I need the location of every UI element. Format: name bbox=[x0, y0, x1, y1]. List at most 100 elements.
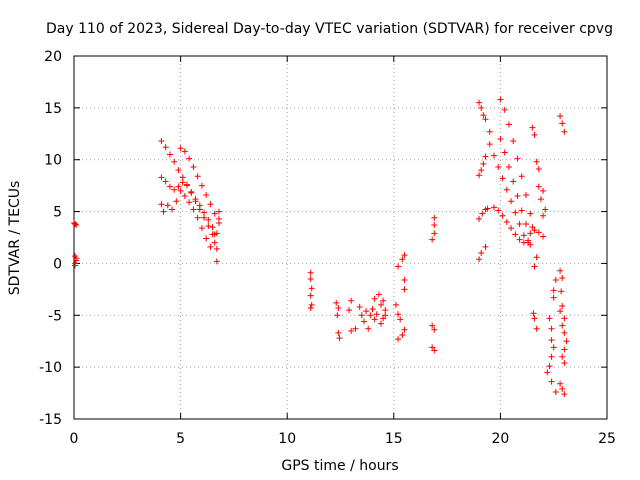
data-point bbox=[158, 174, 165, 181]
data-point bbox=[503, 186, 510, 193]
data-point bbox=[550, 294, 557, 301]
data-point bbox=[557, 113, 564, 120]
y-axis-label: SDTVAR / TECUs bbox=[7, 181, 23, 296]
data-point bbox=[371, 295, 378, 302]
data-point bbox=[356, 303, 363, 310]
series-early bbox=[71, 219, 80, 269]
data-point bbox=[561, 329, 568, 336]
data-point bbox=[164, 202, 171, 209]
data-point bbox=[431, 214, 438, 221]
data-point bbox=[160, 208, 167, 215]
y-tick-label: -15 bbox=[39, 412, 62, 428]
data-point bbox=[373, 311, 380, 318]
series-late-5 bbox=[497, 135, 534, 237]
data-point bbox=[431, 222, 438, 229]
data-point bbox=[563, 338, 570, 345]
y-tick-label: -5 bbox=[48, 308, 62, 324]
data-point bbox=[478, 167, 485, 174]
data-point bbox=[429, 322, 436, 329]
data-point bbox=[558, 288, 565, 295]
x-axis-label: GPS time / hours bbox=[281, 458, 398, 474]
data-point bbox=[395, 311, 402, 318]
gridlines bbox=[74, 56, 607, 419]
data-point bbox=[382, 307, 389, 314]
data-point bbox=[307, 305, 314, 312]
x-tick-label: 5 bbox=[176, 431, 185, 447]
data-point bbox=[531, 263, 538, 270]
data-point bbox=[559, 353, 566, 360]
data-point bbox=[527, 210, 534, 217]
data-point bbox=[401, 252, 408, 259]
data-point bbox=[346, 307, 353, 314]
x-tick-label: 25 bbox=[598, 431, 616, 447]
y-tick-label: 5 bbox=[53, 205, 62, 221]
data-point bbox=[175, 183, 182, 190]
data-point bbox=[307, 269, 314, 276]
data-point bbox=[508, 198, 515, 205]
series-mid-1 bbox=[307, 269, 315, 312]
data-point bbox=[177, 187, 184, 194]
data-point bbox=[486, 141, 493, 148]
data-point bbox=[480, 112, 487, 119]
data-point bbox=[380, 297, 387, 304]
data-point bbox=[559, 120, 566, 127]
data-point bbox=[158, 201, 165, 208]
data-point bbox=[537, 196, 544, 203]
data-point bbox=[510, 178, 517, 185]
data-point bbox=[198, 225, 205, 232]
data-point bbox=[175, 167, 182, 174]
data-point bbox=[546, 363, 553, 370]
data-point bbox=[508, 225, 515, 232]
data-point bbox=[395, 263, 402, 270]
data-point bbox=[171, 186, 178, 193]
data-point bbox=[360, 318, 367, 325]
data-point bbox=[207, 201, 214, 208]
data-point bbox=[173, 198, 180, 205]
data-point bbox=[516, 236, 523, 243]
data-point bbox=[505, 163, 512, 170]
y-tick-label: 0 bbox=[53, 256, 62, 272]
x-tick-label: 20 bbox=[491, 431, 509, 447]
data-point bbox=[209, 231, 216, 238]
series-pass-A bbox=[158, 138, 218, 238]
series-pass-C bbox=[158, 174, 220, 265]
data-point bbox=[476, 99, 483, 106]
data-point bbox=[431, 230, 438, 237]
series-late-2 bbox=[484, 204, 536, 246]
data-point bbox=[211, 239, 218, 246]
data-point bbox=[378, 301, 385, 308]
data-point bbox=[531, 315, 538, 322]
data-point bbox=[166, 151, 173, 158]
data-point bbox=[335, 329, 342, 336]
data-point bbox=[530, 310, 537, 317]
data-point bbox=[529, 124, 536, 131]
data-point bbox=[72, 221, 79, 228]
data-point bbox=[308, 285, 315, 292]
data-point bbox=[177, 145, 184, 152]
data-point bbox=[333, 299, 340, 306]
data-point bbox=[518, 173, 525, 180]
data-point bbox=[186, 155, 193, 162]
data-point bbox=[201, 214, 208, 221]
data-point bbox=[181, 148, 188, 155]
y-tick-label: 10 bbox=[44, 153, 62, 169]
data-point bbox=[213, 258, 220, 265]
data-point bbox=[190, 206, 197, 213]
data-point bbox=[203, 235, 210, 242]
data-point bbox=[535, 183, 542, 190]
data-point bbox=[495, 207, 502, 214]
data-point bbox=[559, 274, 566, 281]
data-point bbox=[478, 104, 485, 111]
data-point bbox=[501, 106, 508, 113]
data-point bbox=[348, 297, 355, 304]
data-point bbox=[540, 233, 547, 240]
data-point bbox=[158, 138, 165, 145]
data-point bbox=[533, 254, 540, 261]
data-point bbox=[169, 206, 176, 213]
data-point bbox=[527, 241, 534, 248]
y-tick-label: 15 bbox=[44, 101, 62, 117]
data-point bbox=[550, 344, 557, 351]
data-point bbox=[198, 182, 205, 189]
data-point bbox=[497, 135, 504, 142]
